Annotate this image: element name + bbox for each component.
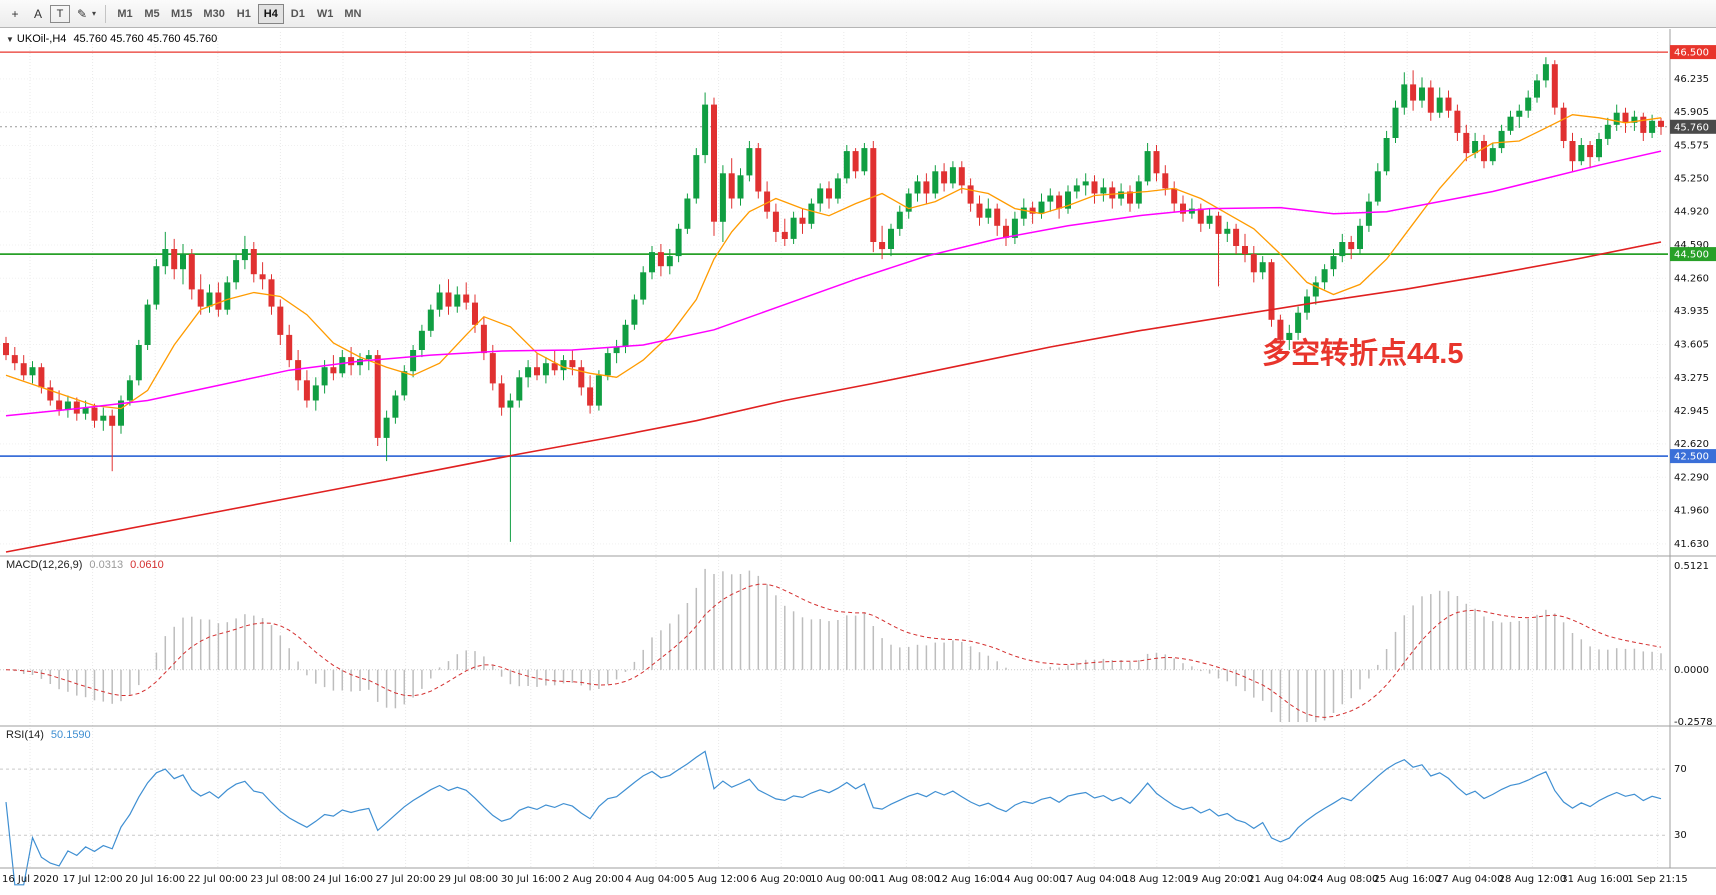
svg-text:12 Aug 16:00: 12 Aug 16:00 <box>935 874 1002 885</box>
ma-mid-magenta <box>5 150 1662 417</box>
text-frame-button[interactable]: T <box>50 4 70 23</box>
svg-text:45.905: 45.905 <box>1674 107 1709 118</box>
timeframe-w1-button[interactable]: W1 <box>312 4 339 24</box>
collapse-icon[interactable]: ▼ <box>6 35 14 44</box>
svg-text:18 Aug 12:00: 18 Aug 12:00 <box>1123 874 1190 885</box>
rsi-axis[interactable]: 70 30 <box>1674 764 1687 841</box>
svg-text:41.630: 41.630 <box>1674 539 1709 550</box>
svg-text:42.620: 42.620 <box>1674 439 1709 450</box>
svg-text:45.760: 45.760 <box>1674 122 1709 133</box>
svg-text:43.275: 43.275 <box>1674 373 1709 384</box>
rsi-value: 50.1590 <box>50 729 91 741</box>
svg-text:17 Aug 04:00: 17 Aug 04:00 <box>1060 874 1127 885</box>
rsi-name: RSI(14) <box>6 729 44 741</box>
toolbar: + A T ✎ ▾ M1 M5 M15 M30 H1 H4 D1 W1 MN <box>0 0 1716 28</box>
timeframe-d1-button[interactable]: D1 <box>285 4 311 24</box>
svg-text:16 Jul 2020: 16 Jul 2020 <box>2 874 59 885</box>
svg-text:30: 30 <box>1674 830 1687 841</box>
timeframe-mn-button[interactable]: MN <box>339 4 366 24</box>
timeframe-m1-button[interactable]: M1 <box>112 4 138 24</box>
svg-text:0.0000: 0.0000 <box>1674 665 1709 676</box>
svg-text:11 Aug 08:00: 11 Aug 08:00 <box>873 874 940 885</box>
macd-axis[interactable]: 0.5121 0.0000 -0.2578 <box>1674 561 1713 728</box>
draw-tool-button[interactable]: ✎ <box>71 4 93 24</box>
toolbar-timeframes: M1 M5 M15 M30 H1 H4 D1 W1 MN <box>112 3 366 24</box>
svg-text:6 Aug 20:00: 6 Aug 20:00 <box>751 874 812 885</box>
toolbar-separator <box>105 4 107 23</box>
macd-value-main: 0.0313 <box>89 559 124 571</box>
svg-text:14 Aug 00:00: 14 Aug 00:00 <box>998 874 1065 885</box>
svg-text:44.260: 44.260 <box>1674 273 1709 284</box>
rsi-line <box>5 750 1662 886</box>
grid-layer <box>0 32 1668 868</box>
svg-text:24 Jul 16:00: 24 Jul 16:00 <box>313 874 373 885</box>
svg-text:42.945: 42.945 <box>1674 406 1709 417</box>
crosshair-button[interactable]: + <box>4 4 26 24</box>
candlestick-series <box>3 57 1664 542</box>
svg-text:20 Jul 16:00: 20 Jul 16:00 <box>125 874 185 885</box>
timeframe-h1-button[interactable]: H1 <box>231 4 257 24</box>
rsi-levels <box>0 768 1668 836</box>
svg-text:42.290: 42.290 <box>1674 472 1709 483</box>
symbol-title: UKOil-,H4 <box>16 33 67 45</box>
macd-value-signal: 0.0610 <box>130 559 164 571</box>
svg-text:2 Aug 20:00: 2 Aug 20:00 <box>563 874 624 885</box>
svg-text:0.5121: 0.5121 <box>1674 561 1709 572</box>
svg-text:46.235: 46.235 <box>1674 74 1709 85</box>
text-label-button[interactable]: A <box>27 4 49 24</box>
svg-text:21 Aug 04:00: 21 Aug 04:00 <box>1248 874 1315 885</box>
svg-text:27 Aug 04:00: 27 Aug 04:00 <box>1436 874 1503 885</box>
time-axis[interactable]: 16 Jul 2020 17 Jul 12:00 20 Jul 16:00 22 Ju… <box>2 874 1688 885</box>
svg-text:41.960: 41.960 <box>1674 506 1709 517</box>
svg-text:30 Jul 16:00: 30 Jul 16:00 <box>501 874 561 885</box>
macd-histogram <box>0 568 1668 722</box>
ma-fast-orange <box>5 114 1662 410</box>
rsi-indicator-label: RSI(14) 50.1590 <box>6 729 91 741</box>
toolbar-tools: + A T ✎ ▾ <box>4 4 99 24</box>
svg-text:29 Jul 08:00: 29 Jul 08:00 <box>438 874 498 885</box>
svg-text:5 Aug 12:00: 5 Aug 12:00 <box>688 874 749 885</box>
svg-text:25 Aug 16:00: 25 Aug 16:00 <box>1373 874 1440 885</box>
svg-text:22 Jul 00:00: 22 Jul 00:00 <box>188 874 248 885</box>
svg-text:19 Aug 20:00: 19 Aug 20:00 <box>1186 874 1253 885</box>
timeframe-h4-button[interactable]: H4 <box>257 3 284 24</box>
svg-text:42.500: 42.500 <box>1674 452 1709 463</box>
svg-text:4 Aug 04:00: 4 Aug 04:00 <box>625 874 686 885</box>
svg-text:28 Aug 12:00: 28 Aug 12:00 <box>1499 874 1566 885</box>
panel-separators[interactable] <box>0 29 1716 869</box>
svg-text:44.920: 44.920 <box>1674 207 1709 218</box>
svg-text:70: 70 <box>1674 764 1687 775</box>
chart-header: ▼ UKOil-,H4 45.760 45.760 45.760 45.760 <box>6 33 217 45</box>
symbol-quotes: 45.760 45.760 45.760 45.760 <box>73 33 218 45</box>
svg-text:-0.2578: -0.2578 <box>1674 717 1713 728</box>
svg-text:46.500: 46.500 <box>1674 48 1709 59</box>
svg-text:44.500: 44.500 <box>1674 250 1709 261</box>
macd-signal-line <box>5 583 1662 718</box>
price-axis[interactable]: 46.235 45.905 45.575 45.250 44.920 44.590 44.2… <box>1670 45 1716 550</box>
svg-text:27 Jul 20:00: 27 Jul 20:00 <box>376 874 436 885</box>
timeframe-m30-button[interactable]: M30 <box>198 4 229 24</box>
svg-text:1 Sep 21:15: 1 Sep 21:15 <box>1627 874 1687 885</box>
svg-text:24 Aug 08:00: 24 Aug 08:00 <box>1311 874 1378 885</box>
caret-down-icon[interactable]: ▾ <box>92 9 97 18</box>
ma-slow-red <box>5 241 1662 553</box>
svg-text:23 Jul 08:00: 23 Jul 08:00 <box>250 874 310 885</box>
svg-text:10 Aug 00:00: 10 Aug 00:00 <box>810 874 877 885</box>
svg-text:43.605: 43.605 <box>1674 340 1709 351</box>
timeframe-m15-button[interactable]: M15 <box>166 4 197 24</box>
svg-text:44.590: 44.590 <box>1674 240 1709 251</box>
svg-text:43.935: 43.935 <box>1674 306 1709 317</box>
macd-indicator-label: MACD(12,26,9) 0.0313 0.0610 <box>6 559 164 571</box>
svg-text:17 Jul 12:00: 17 Jul 12:00 <box>63 874 123 885</box>
svg-text:31 Aug 16:00: 31 Aug 16:00 <box>1561 874 1628 885</box>
macd-name: MACD(12,26,9) <box>6 559 83 571</box>
svg-text:45.250: 45.250 <box>1674 173 1709 184</box>
svg-text:45.575: 45.575 <box>1674 141 1709 152</box>
chart-annotation: 多空转折点44.5 <box>1262 338 1464 370</box>
timeframe-m5-button[interactable]: M5 <box>139 4 165 24</box>
